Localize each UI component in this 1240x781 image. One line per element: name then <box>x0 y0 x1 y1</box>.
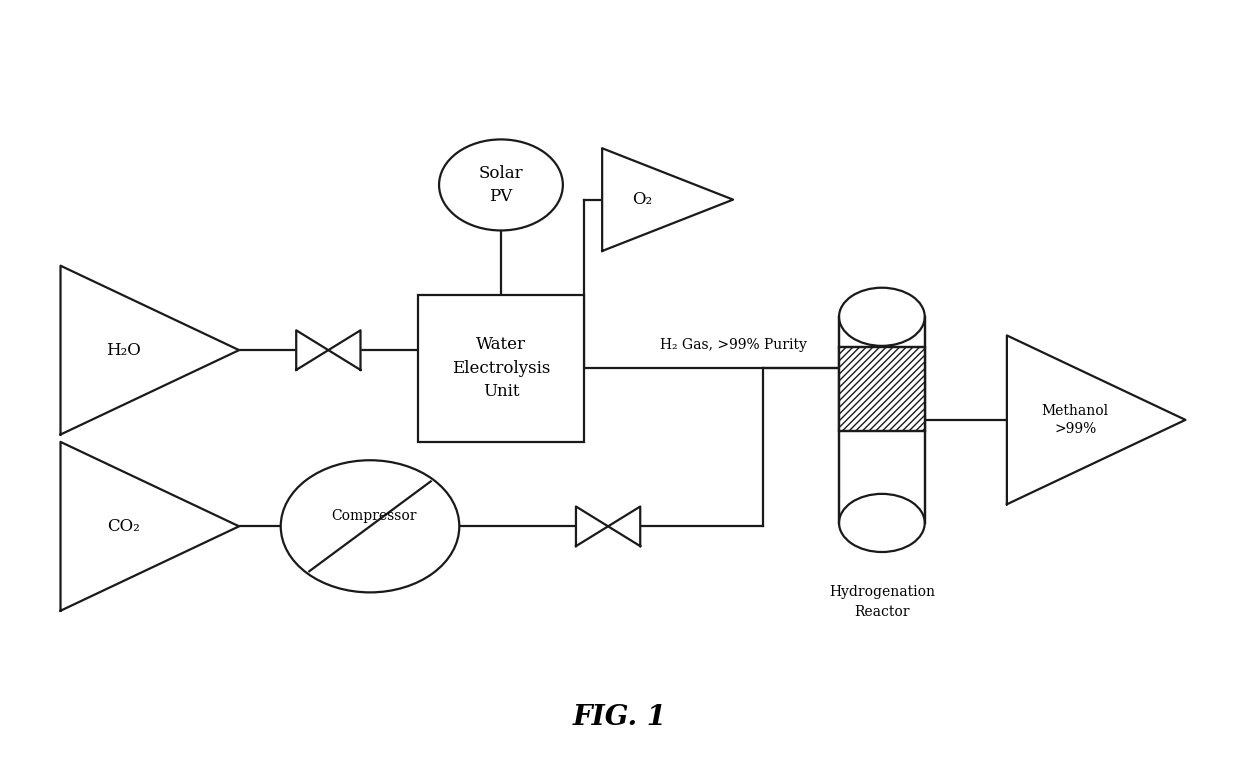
Text: Compressor: Compressor <box>332 509 417 523</box>
Text: Solar
PV: Solar PV <box>479 166 523 205</box>
Text: CO₂: CO₂ <box>107 518 139 535</box>
Ellipse shape <box>280 460 459 592</box>
Ellipse shape <box>439 140 563 230</box>
Bar <box>418 295 584 442</box>
Polygon shape <box>329 330 361 370</box>
Polygon shape <box>603 148 733 251</box>
Polygon shape <box>1007 336 1185 505</box>
Text: H₂O: H₂O <box>105 341 140 358</box>
Bar <box>839 348 925 431</box>
Bar <box>839 317 925 523</box>
Text: Water
Electrolysis
Unit: Water Electrolysis Unit <box>451 337 551 401</box>
Text: O₂: O₂ <box>632 191 652 208</box>
Polygon shape <box>61 442 239 611</box>
Ellipse shape <box>839 494 925 552</box>
Polygon shape <box>575 507 608 546</box>
Polygon shape <box>61 266 239 434</box>
Polygon shape <box>296 330 329 370</box>
Text: FIG. 1: FIG. 1 <box>573 704 667 731</box>
Text: Methanol
>99%: Methanol >99% <box>1042 404 1109 436</box>
Polygon shape <box>608 507 640 546</box>
Ellipse shape <box>839 287 925 346</box>
Text: Hydrogenation
Reactor: Hydrogenation Reactor <box>828 585 935 619</box>
Text: H₂ Gas, >99% Purity: H₂ Gas, >99% Purity <box>660 338 806 352</box>
